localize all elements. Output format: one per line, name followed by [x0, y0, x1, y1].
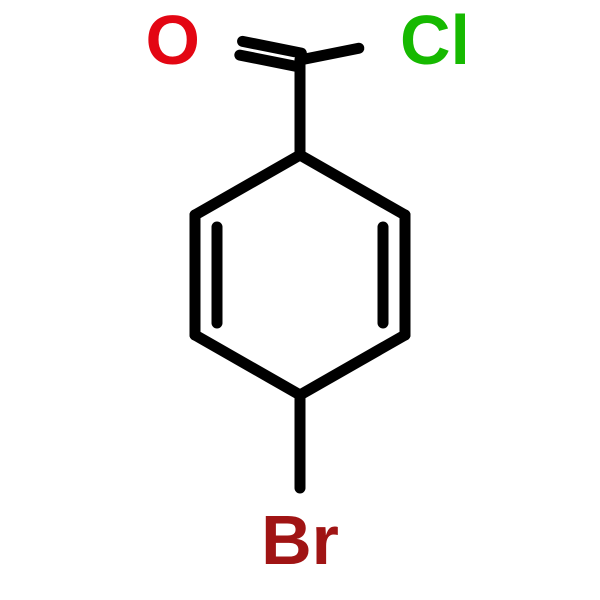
bond-line: [300, 155, 405, 215]
molecule-diagram: O Cl Br: [0, 0, 600, 600]
bond-line: [300, 48, 359, 60]
bond-line: [195, 335, 300, 395]
br-atom-label: Br: [261, 501, 339, 579]
bond-line: [195, 155, 300, 215]
bond-line: [240, 55, 299, 67]
bond-line: [300, 335, 405, 395]
o-atom-label: O: [146, 1, 200, 79]
cl-atom-label: Cl: [400, 1, 470, 79]
bond-line: [243, 41, 302, 53]
